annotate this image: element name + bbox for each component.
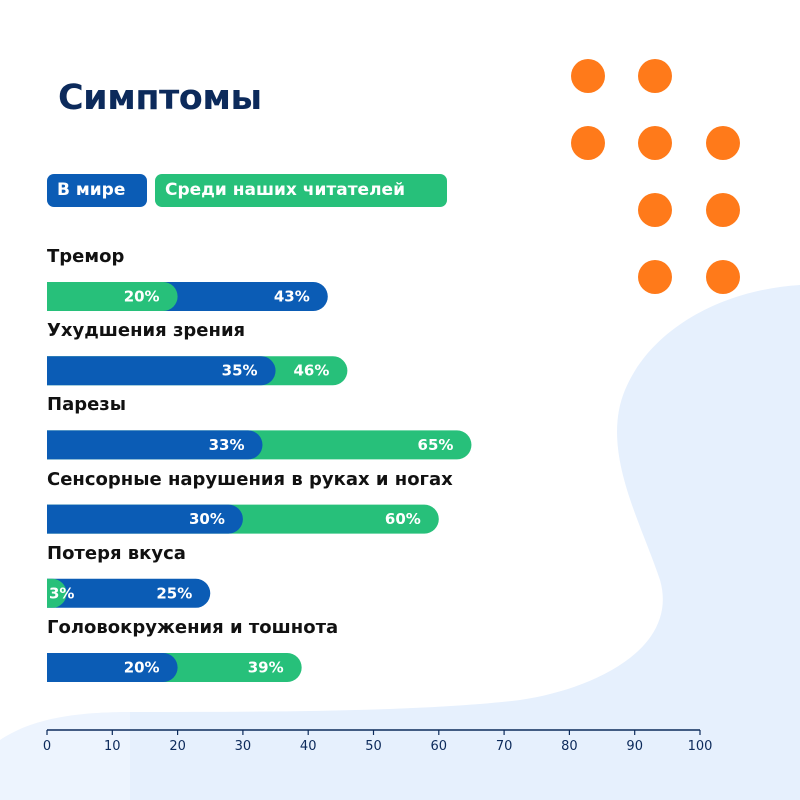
dot [638,193,672,227]
dot [706,126,740,160]
x-tick-label: 100 [688,739,713,754]
bar-world [47,356,276,386]
dot [571,59,605,93]
bar-value-label: 46% [293,362,329,380]
bar-value-label: 39% [248,659,284,677]
x-tick-label: 0 [43,739,51,754]
category-label: Ухудшения зрения [47,320,246,342]
category-label: Тремор [47,246,125,267]
bar-world [47,504,243,534]
legend-world: В мире [47,174,147,207]
bar-world [47,430,263,460]
x-tick-label: 60 [431,739,448,754]
bar-value-label: 20% [124,288,160,306]
x-tick-label: 80 [561,739,578,754]
bar-value-label: 43% [274,288,310,306]
dot [638,126,672,160]
bar-value-label: 3% [49,584,74,602]
page-title: Симптомы [58,78,262,118]
x-tick-label: 20 [169,739,186,754]
category-label: Головокружения и тошнота [47,617,339,638]
bar-value-label: 25% [156,584,192,602]
x-tick-label: 70 [496,739,513,754]
bar-value-label: 20% [124,659,160,677]
bar-readers [47,282,178,311]
dot [706,260,740,294]
x-tick-label: 30 [235,739,252,754]
x-tick-label: 50 [365,739,382,754]
background-blob-left [0,712,130,800]
dot [706,193,740,227]
category-label: Парезы [47,394,127,416]
decorative-dots [571,59,740,294]
bar-world [47,653,178,682]
category-label: Потеря вкуса [47,542,186,564]
bar-value-label: 33% [209,436,245,454]
x-tick-label: 10 [104,739,121,754]
dot [638,59,672,93]
x-tick-label: 40 [300,739,317,754]
bar-world [47,578,211,608]
dot [571,126,605,160]
category-label: Сенсорные нарушения в руках и ногах [47,468,453,490]
x-tick-label: 90 [626,739,643,754]
bar-value-label: 65% [418,436,454,454]
bar-value-label: 35% [222,362,258,380]
bar-value-label: 30% [189,510,225,528]
dot [638,260,672,294]
bar-readers [47,578,67,608]
legend-readers: Среди наших читателей [155,174,447,207]
bar-value-label: 60% [385,510,421,528]
